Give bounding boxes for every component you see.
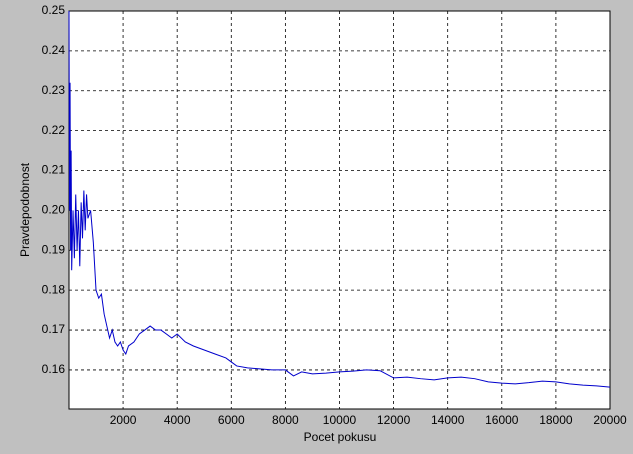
y-tick-label: 0.18: [42, 282, 66, 296]
x-tick-label: 10000: [323, 413, 357, 427]
x-tick-label: 18000: [539, 413, 573, 427]
x-tick-label: 16000: [485, 413, 519, 427]
x-tick-label: 14000: [431, 413, 465, 427]
x-tick-label: 4000: [164, 413, 191, 427]
y-tick-label: 0.17: [42, 322, 66, 336]
y-tick-label: 0.23: [42, 83, 66, 97]
y-tick-label: 0.24: [42, 43, 66, 57]
x-tick-label: 8000: [272, 413, 299, 427]
y-tick-label: 0.19: [42, 242, 66, 256]
y-axis-label: Pravdepodobnost: [18, 162, 32, 257]
x-tick-label: 2000: [110, 413, 137, 427]
data-line: [68, 10, 611, 388]
y-tick-label: 0.25: [42, 3, 66, 17]
y-tick-label: 0.16: [42, 362, 66, 376]
x-tick-label: 20000: [593, 413, 627, 427]
y-tick-label: 0.20: [42, 203, 66, 217]
axes-box: [68, 10, 611, 410]
y-tick-label: 0.21: [42, 163, 66, 177]
x-tick-label: 6000: [218, 413, 245, 427]
x-tick-label: 12000: [377, 413, 411, 427]
y-tick-label: 0.22: [42, 123, 66, 137]
x-axis-label: Pocet pokusu: [304, 430, 377, 444]
